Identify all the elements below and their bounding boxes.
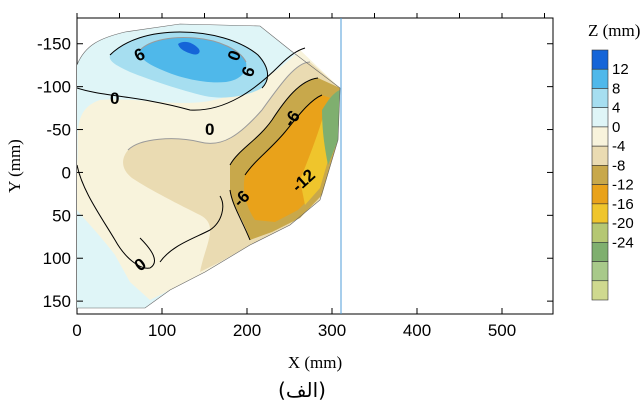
y-axis: -150 -100 -50 0 50 100 150	[37, 35, 83, 311]
contour-line-plus6-inner	[139, 37, 247, 63]
colorbar-swatch	[591, 203, 609, 224]
contour-line-minus12	[244, 94, 323, 176]
colorbar-swatch	[591, 165, 609, 185]
x-axis-title: X (mm)	[288, 353, 342, 372]
y-tick-label: -150	[37, 35, 71, 54]
colorbar-tick-label: 8	[612, 80, 620, 97]
colorbar-tick-label: -24	[612, 234, 634, 251]
contour-line-minus6-lower	[229, 189, 251, 241]
contour-line-minus4	[127, 61, 311, 151]
contour-line-zero-top	[77, 47, 306, 111]
y-tick-label: 50	[52, 206, 71, 225]
colorbar-title: Z (mm)	[588, 21, 640, 40]
x-tick-label: 100	[148, 321, 176, 340]
top-axis-ticks	[76, 13, 545, 18]
colorbar-swatch	[591, 107, 609, 128]
colorbar-swatch	[591, 145, 609, 166]
colorbar-swatch	[591, 280, 609, 301]
colorbar-tick-label: -20	[612, 215, 634, 232]
y-tick-label: 150	[43, 292, 71, 311]
colorbar-swatch	[591, 68, 609, 89]
contour-line-zero-bottom	[77, 164, 155, 269]
contour-label-zero-center: 0	[205, 120, 214, 139]
colorbar-tick-label: -16	[612, 196, 634, 213]
colorbar-swatch	[591, 184, 609, 205]
colorbar-swatch	[591, 222, 609, 243]
x-tick-label: 500	[488, 321, 516, 340]
x-tick-label: 0	[72, 321, 81, 340]
contour-label-zero-left: 0	[110, 89, 119, 108]
region-upper-left	[77, 36, 118, 68]
colorbar-swatch	[591, 261, 609, 282]
y-tick-label: 100	[43, 249, 71, 268]
colorbar-swatch	[591, 126, 609, 147]
colorbar-tick-label: -4	[612, 138, 625, 155]
contour-fill	[77, 24, 340, 308]
y-tick-label: -100	[37, 78, 71, 97]
contour-line-zero-lower	[159, 195, 224, 263]
x-tick-label: 400	[403, 321, 431, 340]
region-minus20	[322, 90, 340, 165]
region-plus8	[139, 37, 247, 83]
contour-lines	[77, 23, 341, 309]
colorbar-swatch	[591, 88, 609, 108]
y-axis-title: Y (mm)	[5, 139, 24, 193]
colorbar-tick-label: 4	[612, 100, 620, 117]
x-tick-label: 300	[318, 321, 346, 340]
colorbar-tick-label: 0	[612, 119, 620, 136]
region-plus12	[178, 41, 200, 55]
right-axis-ticks	[547, 43, 553, 302]
x-tick-label: 200	[233, 321, 261, 340]
colorbar-tick-label: -8	[612, 157, 625, 174]
colorbar-tick-label: -12	[612, 177, 634, 194]
colorbar-tick-label: 12	[612, 61, 629, 78]
y-tick-label: 0	[62, 163, 71, 182]
colorbar-swatch	[591, 242, 609, 262]
x-axis: 0 100 200 300 400 500	[72, 308, 516, 340]
colorbar: 12 8 4 0 -4 -8 -12 -16 -20 -24	[591, 49, 634, 301]
contour-line-minus6	[229, 77, 319, 166]
figure-caption: (الف)	[278, 378, 326, 402]
contour-line-plus6	[109, 31, 268, 89]
y-tick-label: -50	[46, 121, 71, 140]
domain-boundary	[77, 23, 341, 309]
colorbar-swatch	[591, 49, 609, 70]
